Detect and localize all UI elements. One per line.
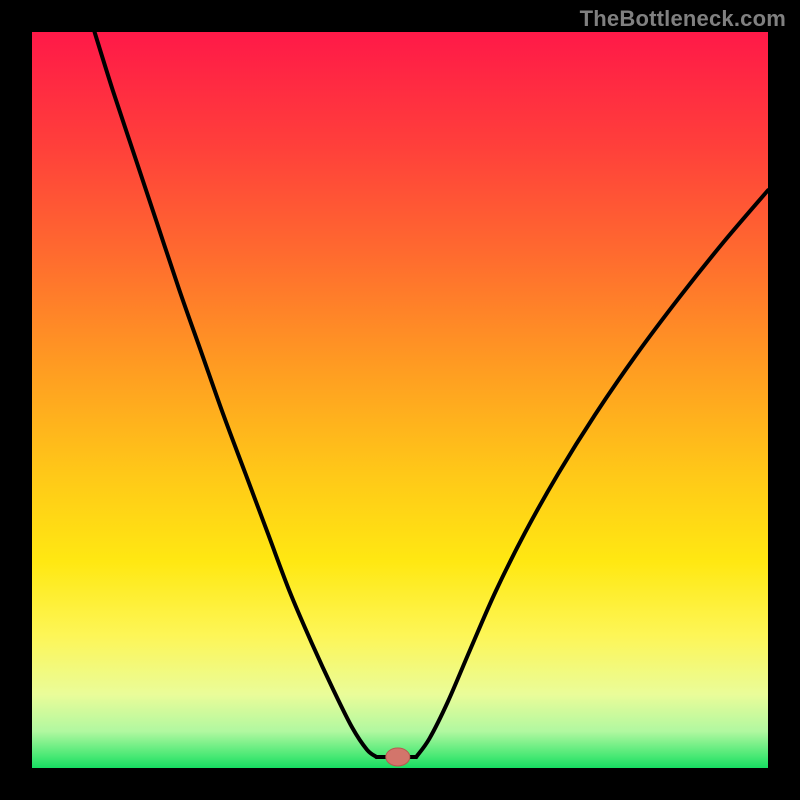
optimal-marker — [386, 748, 410, 766]
bottleneck-chart — [0, 0, 800, 800]
plot-area — [32, 32, 768, 768]
watermark-label: TheBottleneck.com — [580, 6, 786, 32]
chart-wrapper: TheBottleneck.com — [0, 0, 800, 800]
